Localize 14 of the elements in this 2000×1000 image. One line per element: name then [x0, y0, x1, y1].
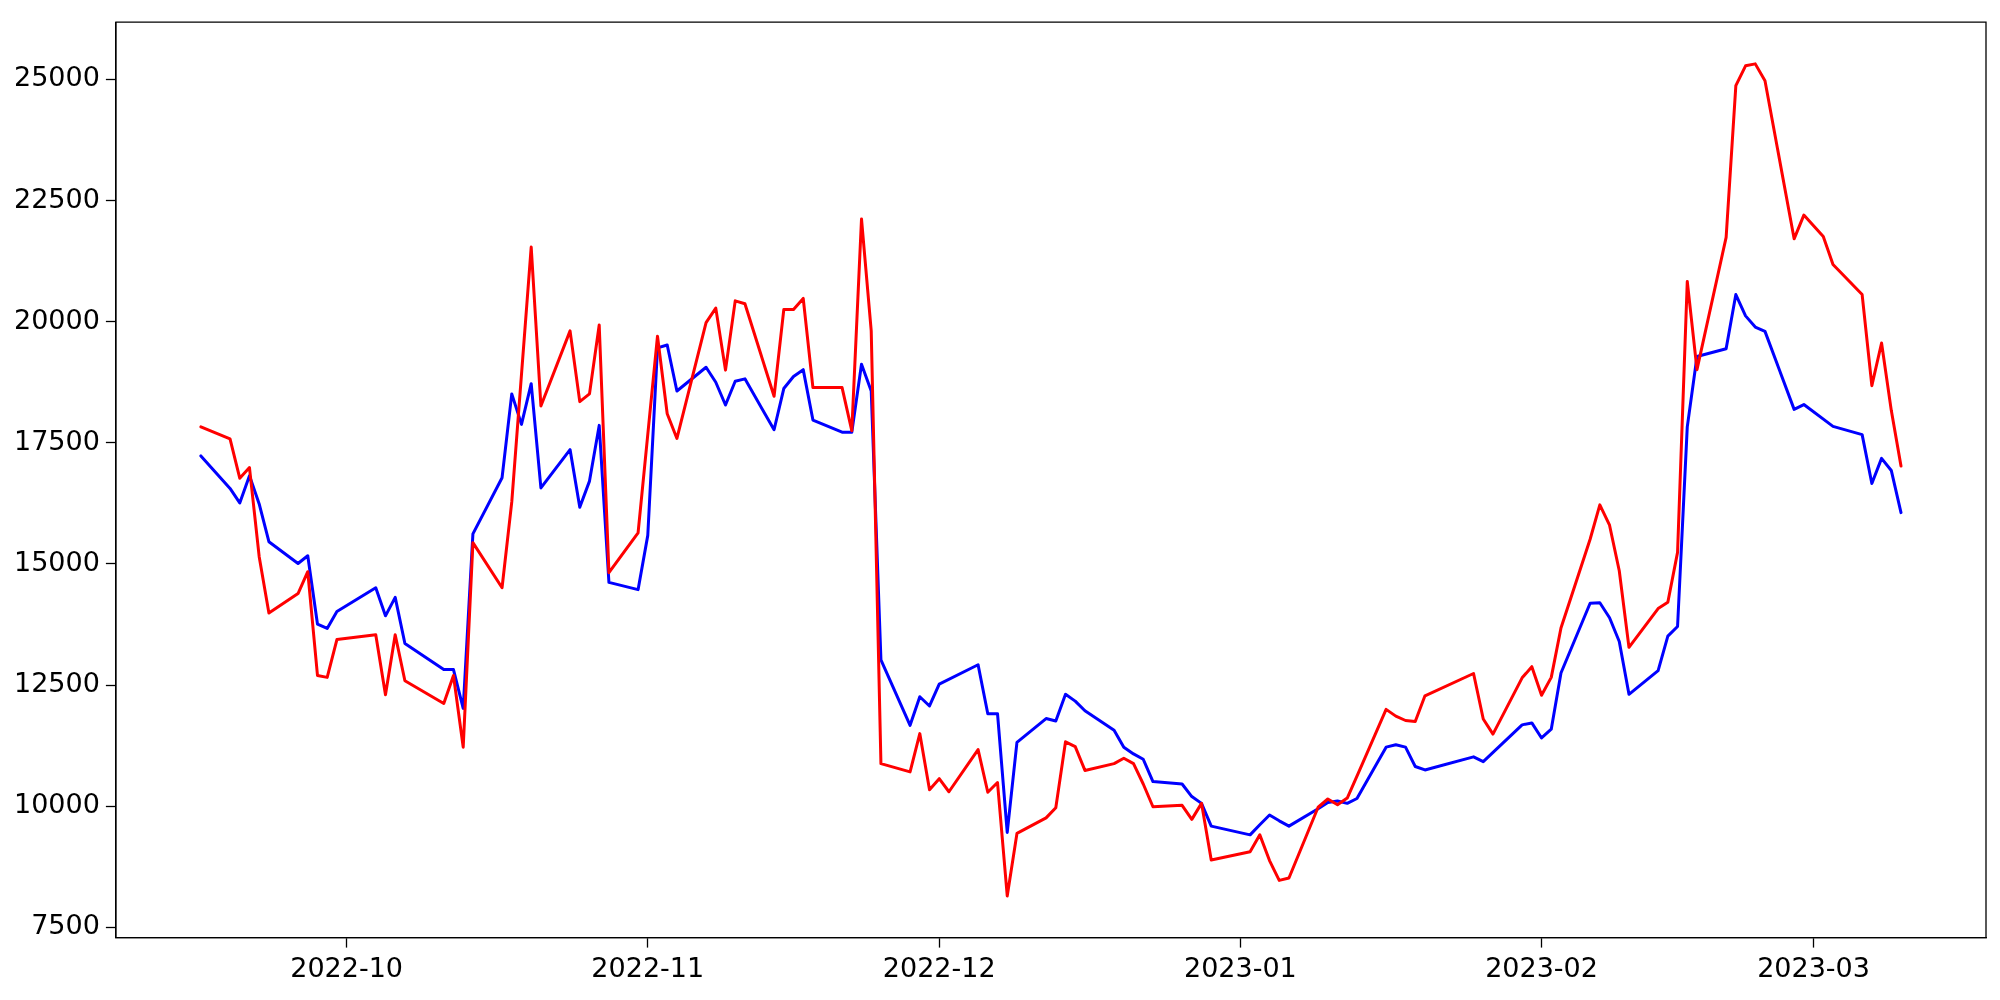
- x-tick-label: 2023-01: [1183, 951, 1297, 983]
- y-tick-label: 17500: [13, 424, 100, 456]
- y-tick-label: 25000: [13, 61, 100, 93]
- y-tick-label: 20000: [13, 303, 100, 335]
- x-tick-label: 2022-12: [882, 951, 996, 983]
- y-tick-label: 22500: [13, 182, 100, 214]
- x-tick-label: 2022-10: [290, 951, 404, 983]
- x-tick-label: 2022-11: [591, 951, 705, 983]
- x-tick-label: 2023-03: [1757, 951, 1870, 983]
- y-tick-label: 10000: [13, 788, 100, 820]
- x-tick-label: 2023-02: [1485, 951, 1598, 983]
- y-tick-label: 7500: [31, 909, 100, 941]
- y-tick-label: 12500: [13, 667, 100, 699]
- y-tick-label: 15000: [13, 545, 100, 577]
